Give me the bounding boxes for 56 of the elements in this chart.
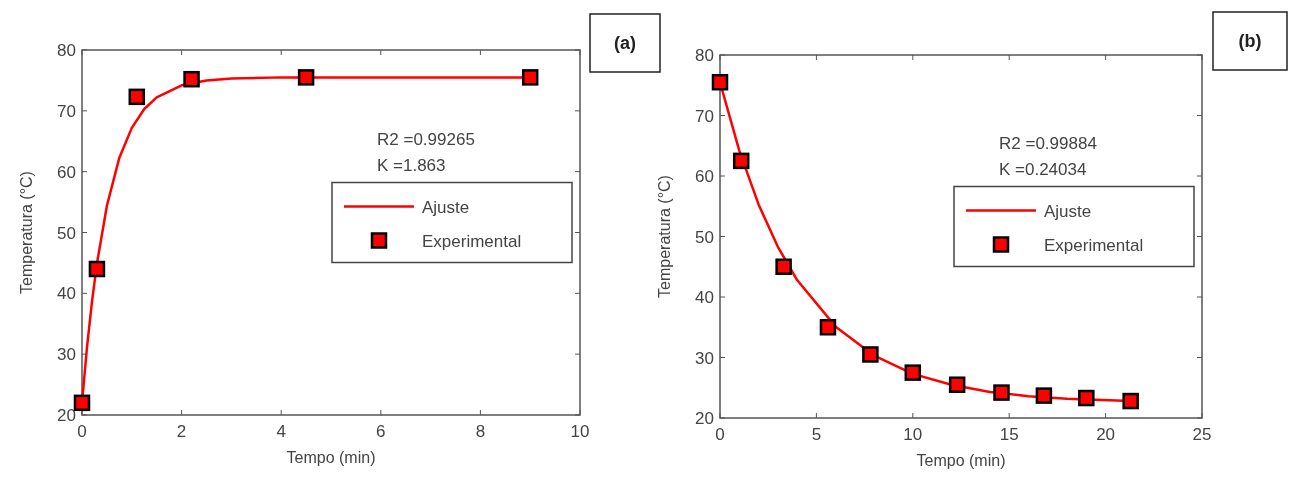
annotation: K =0.24034	[999, 159, 1087, 179]
x-tick-label: 20	[1096, 425, 1116, 444]
point	[88, 260, 106, 278]
point	[1078, 389, 1095, 407]
x-tick-label: 6	[376, 422, 386, 441]
y-tick-label: 30	[57, 345, 76, 365]
point	[732, 152, 750, 170]
y-tick-label: 40	[695, 288, 714, 307]
x-tick-label: 10	[903, 425, 923, 444]
annotation: R2 =0.99265	[377, 129, 475, 149]
point	[862, 346, 879, 363]
annotation: R2 =0.99884	[999, 133, 1097, 153]
y-tick-label: 50	[57, 223, 76, 243]
x-tick-label: 2	[176, 422, 187, 441]
x-tick-label: 5	[811, 425, 822, 444]
point	[904, 364, 922, 381]
y-tick-label: 60	[695, 167, 714, 186]
point	[948, 376, 966, 393]
y-tick-label: 20	[695, 409, 714, 428]
legend-label: Ajuste	[422, 197, 470, 217]
y-tick-label: 60	[57, 162, 76, 182]
x-tick-label: 8	[475, 422, 486, 441]
text: (a)	[614, 33, 636, 53]
x-tick-label: 4	[276, 422, 286, 441]
point	[128, 88, 146, 106]
point	[521, 69, 539, 86]
x-axis-title: Tempo (min)	[916, 452, 1006, 469]
point	[183, 70, 200, 88]
y-tick-label: 30	[695, 348, 714, 368]
point	[819, 319, 837, 336]
point	[711, 73, 729, 91]
x-tick-label: 0	[715, 425, 725, 444]
point	[993, 384, 1010, 401]
annotation: K =1.863	[377, 155, 446, 175]
y-tick-label: 80	[695, 46, 714, 65]
point	[1035, 387, 1053, 404]
x-tick-label: 25	[1192, 425, 1212, 444]
y-tick-label: 80	[57, 41, 76, 60]
x-axis-title: Tempo (min)	[286, 449, 376, 466]
y-tick-label: 50	[695, 227, 714, 247]
x-tick-label: 10	[570, 422, 590, 441]
point	[1122, 392, 1139, 410]
y-tick-label: 40	[57, 284, 76, 304]
y-tick-label: 20	[57, 406, 76, 425]
text: (b)	[1238, 31, 1262, 51]
point	[775, 258, 792, 275]
x-tick-label: 15	[999, 425, 1019, 444]
legend-label: Experimental	[1044, 235, 1144, 255]
y-axis-title: Temperatura (°C)	[656, 175, 673, 298]
y-tick-label: 70	[57, 101, 76, 121]
legend-label: Ajuste	[1044, 201, 1092, 221]
x-tick-label: 0	[77, 422, 87, 441]
legend-label: Experimental	[422, 231, 522, 251]
y-axis-title: Temperatura (°C)	[18, 171, 35, 294]
point	[297, 69, 315, 86]
y-tick-label: 70	[695, 106, 714, 126]
